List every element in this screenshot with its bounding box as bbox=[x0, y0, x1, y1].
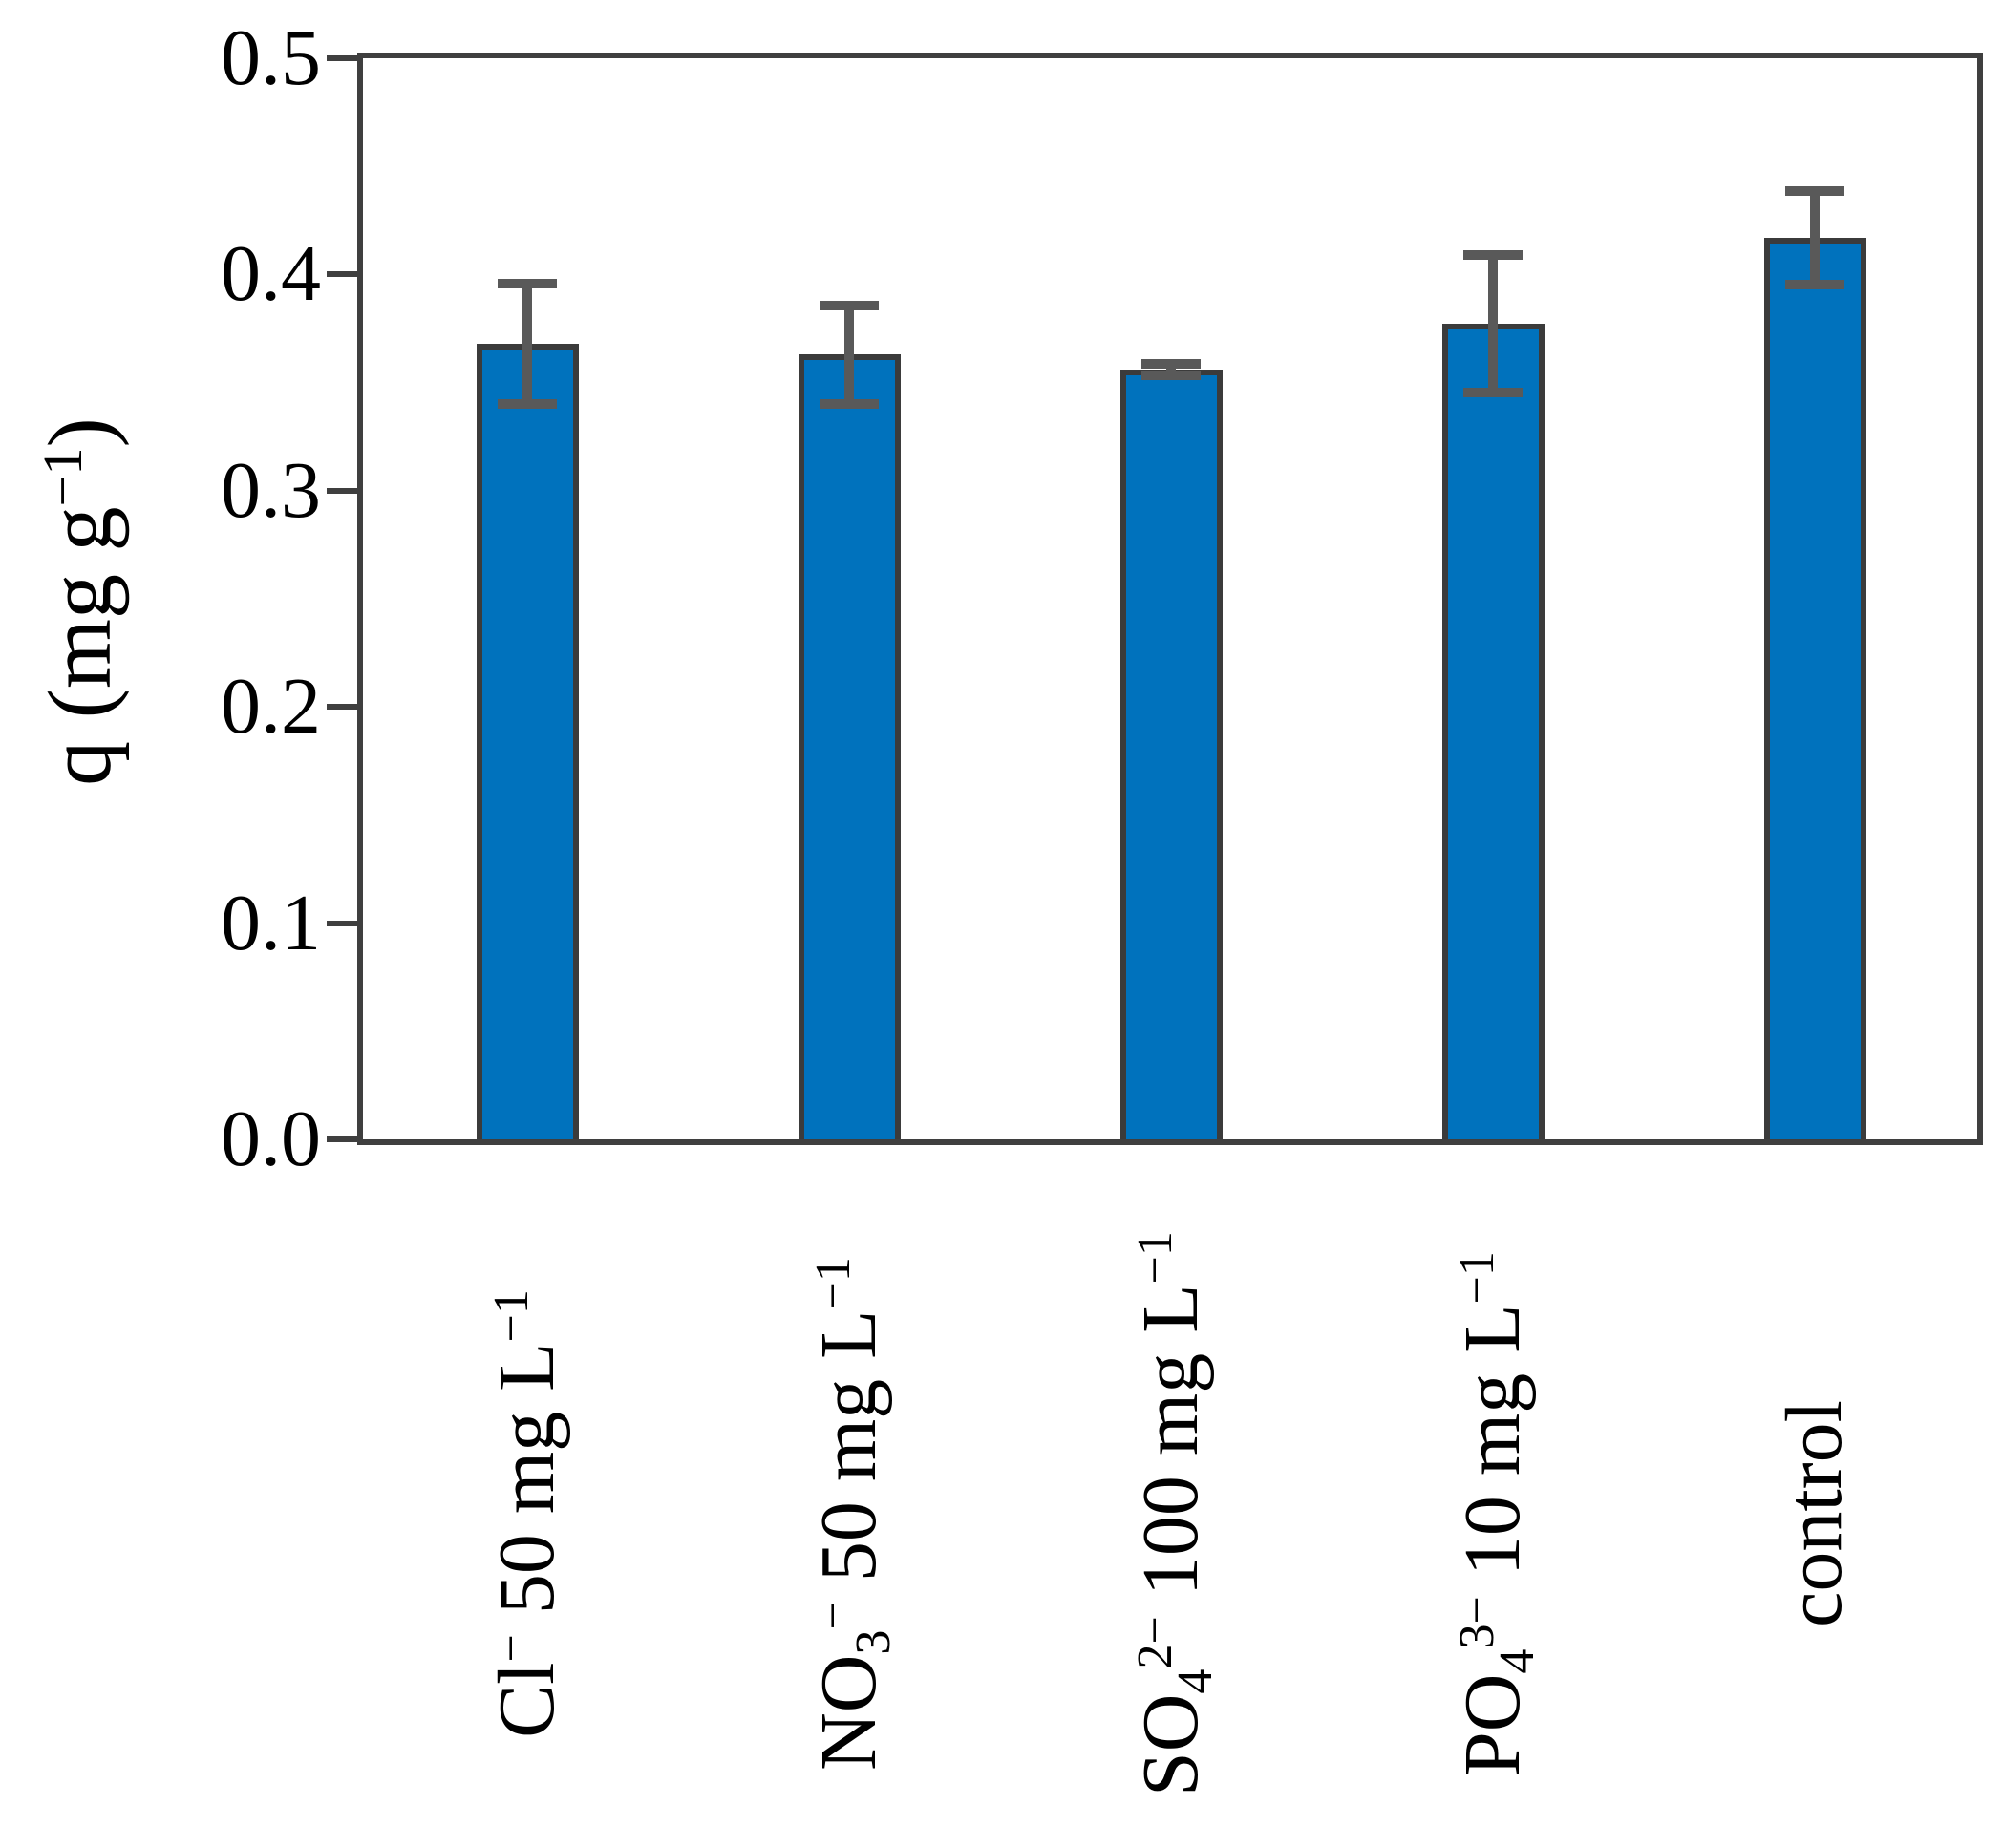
error-bar bbox=[1463, 250, 1523, 398]
error-bar-line bbox=[1488, 250, 1498, 398]
y-tick-label: 0.0 bbox=[221, 1094, 321, 1183]
error-bar bbox=[820, 300, 879, 409]
bar bbox=[1119, 370, 1223, 1139]
error-bar-cap-top bbox=[820, 300, 879, 310]
error-bar-line bbox=[1166, 358, 1176, 381]
y-tick bbox=[327, 487, 363, 494]
error-bar bbox=[1785, 185, 1844, 290]
error-bar-cap-top bbox=[498, 278, 557, 288]
error-bar-cap-top bbox=[1463, 250, 1523, 261]
error-bar-cap-top bbox=[1141, 358, 1201, 369]
y-tick bbox=[327, 271, 363, 278]
x-category-label: NO3− 50 mg L−1 bbox=[804, 1257, 901, 1771]
y-tick-label: 0.3 bbox=[221, 445, 321, 535]
x-category-label: PO43− 10 mg L−1 bbox=[1448, 1251, 1545, 1776]
error-bar-cap-bottom bbox=[1785, 280, 1844, 290]
bar bbox=[476, 343, 579, 1139]
y-tick-label: 0.2 bbox=[221, 662, 321, 752]
plot-area bbox=[357, 53, 1983, 1145]
error-bar-cap-bottom bbox=[820, 398, 879, 409]
bar bbox=[798, 354, 901, 1139]
error-bar-cap-bottom bbox=[498, 398, 557, 409]
error-bar-cap-bottom bbox=[1141, 371, 1201, 381]
y-tick bbox=[327, 704, 363, 711]
error-bar-line bbox=[844, 300, 854, 409]
error-bar bbox=[1141, 358, 1201, 381]
x-category-label: SO42− 100 mg L−1 bbox=[1126, 1231, 1223, 1796]
y-tick bbox=[327, 55, 363, 61]
y-tick bbox=[327, 1136, 363, 1142]
y-tick bbox=[327, 920, 363, 926]
y-tick-label: 0.4 bbox=[221, 229, 321, 319]
bar bbox=[1441, 324, 1545, 1139]
x-category-label: control bbox=[1770, 1400, 1859, 1627]
y-tick-label: 0.5 bbox=[221, 13, 321, 102]
error-bar-line bbox=[522, 278, 532, 409]
error-bar-cap-bottom bbox=[1463, 388, 1523, 398]
error-bar-cap-top bbox=[1785, 185, 1844, 196]
bar bbox=[1763, 237, 1866, 1139]
x-category-label: Cl− 50 mg L−1 bbox=[482, 1289, 571, 1738]
error-bar-line bbox=[1810, 185, 1820, 290]
error-bar bbox=[498, 278, 557, 409]
y-tick-label: 0.1 bbox=[221, 878, 321, 967]
